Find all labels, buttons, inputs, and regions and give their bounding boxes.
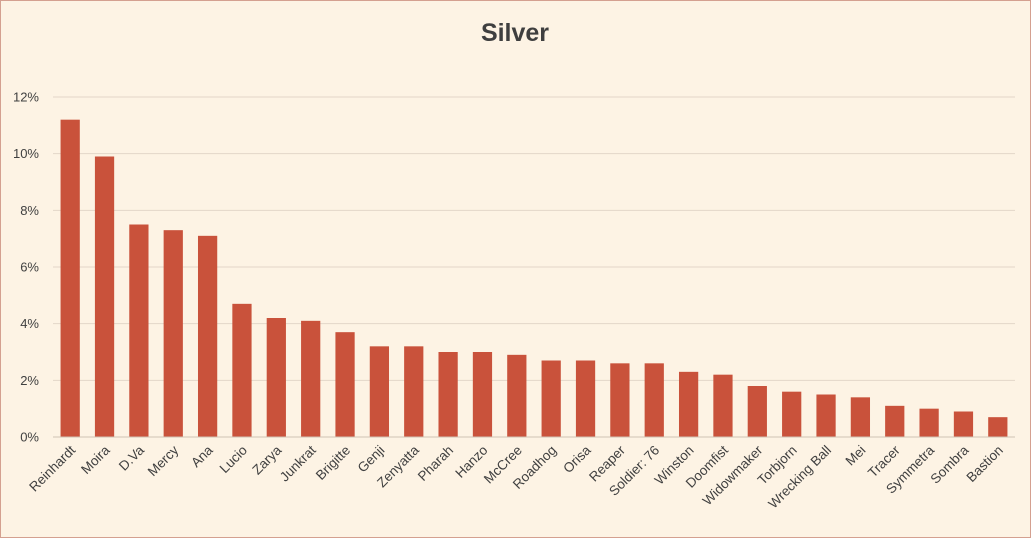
x-tick-label: Ana — [188, 442, 216, 470]
bar-torbjorn — [782, 391, 802, 437]
x-tick-label: Sombra — [928, 442, 972, 486]
gridlines — [53, 96, 1015, 381]
bar-zenyatta — [404, 346, 424, 437]
y-tick-label: 8% — [20, 203, 39, 218]
y-tick-label: 10% — [13, 146, 39, 161]
x-tick-label: Pharah — [415, 443, 456, 484]
bar-doomfist — [713, 374, 733, 437]
x-tick-label: Moira — [78, 442, 113, 477]
y-tick-label: 12% — [13, 90, 39, 105]
bar-d-va — [129, 224, 149, 437]
x-tick-label: Lucio — [217, 443, 250, 476]
y-axis-ticks: 0% 2% 4% 6% 8% 10% 12% — [13, 90, 39, 445]
x-tick-label: Mercy — [145, 442, 182, 479]
bar-wrecking-ball — [816, 394, 836, 437]
bar-reaper — [610, 363, 630, 437]
bars — [60, 119, 1008, 438]
bar-moira — [94, 156, 115, 437]
bar-ana — [197, 235, 218, 437]
bar-widowmaker — [747, 386, 767, 437]
bar-winston — [678, 371, 699, 437]
bar-mei — [850, 397, 871, 437]
bar-bastion — [988, 417, 1008, 437]
bar-soldier-76 — [644, 363, 664, 437]
bar-reinhardt — [60, 119, 80, 438]
y-tick-label: 0% — [20, 430, 39, 445]
x-tick-label: Junkrat — [277, 442, 319, 484]
x-tick-label: Bastion — [963, 443, 1005, 485]
bar-hanzo — [472, 352, 493, 437]
x-tick-label: D.Va — [116, 442, 147, 473]
y-tick-label: 4% — [20, 316, 39, 331]
bar-roadhog — [541, 360, 561, 437]
bar-junkrat — [301, 320, 321, 437]
bar-mccree — [507, 354, 527, 437]
x-tick-label: Mei — [843, 443, 869, 469]
bar-symmetra — [919, 408, 939, 437]
bar-lucio — [232, 303, 252, 437]
chart-title: Silver — [481, 19, 549, 47]
bar-tracer — [885, 405, 905, 437]
bar-pharah — [438, 352, 458, 437]
bar-orisa — [575, 360, 596, 437]
bar-zarya — [266, 318, 286, 437]
y-tick-label: 2% — [20, 373, 39, 388]
y-tick-label: 6% — [20, 260, 39, 275]
bar-brigitte — [335, 332, 355, 437]
bar-mercy — [163, 230, 183, 437]
bar-genji — [369, 346, 390, 437]
bar-sombra — [953, 411, 974, 437]
x-tick-label: Brigitte — [313, 443, 353, 483]
x-tick-label: Reinhardt — [26, 442, 78, 494]
